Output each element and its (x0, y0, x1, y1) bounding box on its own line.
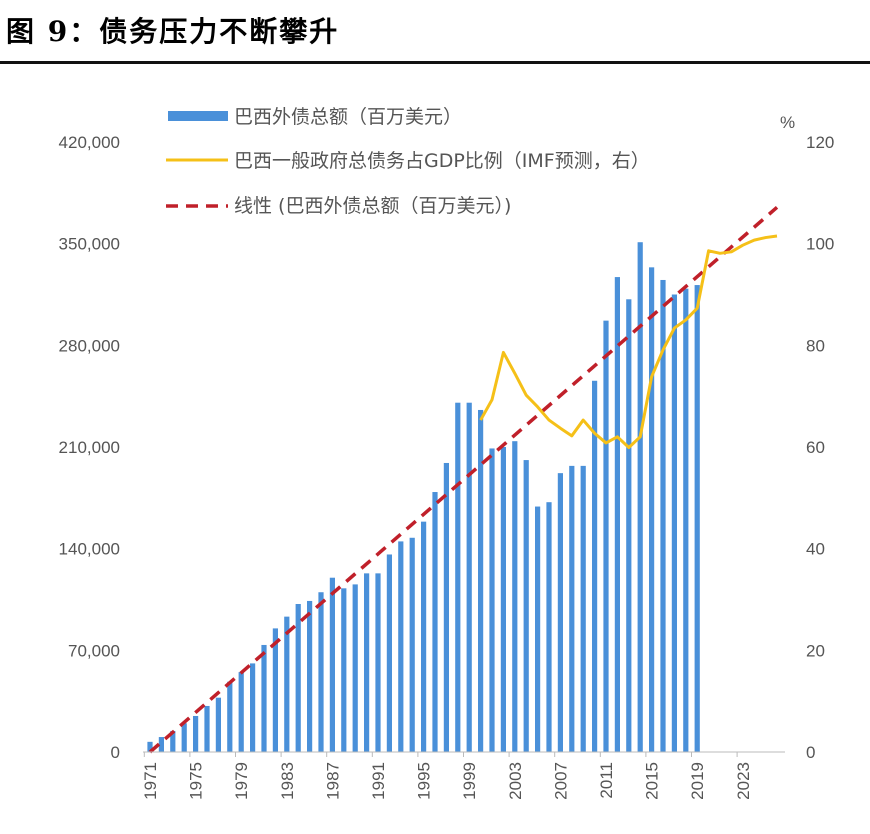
bar-1986 (318, 592, 324, 752)
bar-2003 (512, 441, 518, 752)
right-tick-label: 80 (806, 336, 825, 355)
x-tick-label: 2003 (506, 762, 525, 800)
legend: 巴西外债总额（百万美元） 巴西一般政府总债务占GDP比例（IMF预测，右） 线性… (166, 106, 650, 217)
legend-label-bar: 巴西外债总额（百万美元） (234, 106, 462, 128)
legend-label-trend: 线性 (巴西外债总额（百万美元）) (234, 195, 511, 217)
bar-1973 (170, 730, 176, 752)
bar-1999 (466, 402, 472, 752)
x-tick-label: 1999 (460, 762, 479, 800)
bar-1992 (386, 554, 392, 752)
bar-1984 (295, 604, 301, 752)
bar-1982 (272, 628, 278, 752)
bar-1972 (158, 737, 164, 752)
bar-2011 (603, 320, 609, 752)
bar-2015 (649, 267, 655, 752)
bar-2007 (557, 473, 563, 752)
bar-1995 (421, 521, 427, 752)
left-tick-label: 420,000 (59, 133, 120, 152)
bar-1975 (193, 715, 199, 752)
trendline (148, 206, 779, 754)
bar-2019 (694, 285, 700, 752)
right-tick-label: 0 (806, 743, 815, 762)
bar-1997 (443, 462, 449, 752)
bar-1983 (284, 616, 290, 752)
x-tick-label: 1987 (323, 762, 342, 800)
x-tick-label: 1995 (415, 762, 434, 800)
right-tick-label: 120 (806, 133, 834, 152)
bar-2008 (569, 465, 575, 752)
bar-2000 (478, 409, 484, 752)
bar-1996 (432, 492, 438, 752)
right-tick-label: 100 (806, 235, 834, 254)
bar-1974 (181, 723, 187, 752)
bar-1979 (238, 672, 244, 752)
right-tick-label: 20 (806, 641, 825, 660)
bar-1990 (364, 573, 370, 752)
bar-2013 (626, 299, 632, 752)
bar-2010 (592, 380, 598, 752)
bar-1981 (261, 644, 267, 752)
bar-1971 (147, 741, 153, 752)
bar-1976 (204, 705, 210, 752)
x-tick-label: 2023 (734, 762, 753, 800)
x-tick-label: 1971 (141, 762, 160, 800)
x-tick-label: 2011 (597, 762, 616, 799)
bar-1987 (329, 577, 335, 752)
bar-2005 (535, 506, 541, 752)
figure-title: 图 9：债务压力不断攀升 (6, 15, 340, 48)
x-tick-label: 2015 (643, 762, 662, 800)
bar-1994 (409, 537, 415, 752)
bar-2009 (580, 465, 586, 752)
bar-2017 (671, 294, 677, 752)
x-tick-label: 2019 (688, 762, 707, 800)
legend-swatch-bar (168, 111, 228, 121)
debt-gdp-line (479, 234, 778, 450)
bar-2004 (523, 460, 529, 752)
left-tick-label: 280,000 (59, 336, 120, 355)
bar-1980 (250, 663, 256, 752)
x-tick-label: 1991 (369, 762, 388, 800)
left-tick-label: 350,000 (59, 235, 120, 254)
x-tick-label: 2007 (551, 762, 570, 800)
x-tick-label: 1979 (232, 762, 251, 800)
right-axis-unit: % (780, 113, 795, 132)
bar-1978 (227, 681, 233, 752)
bar-2006 (546, 502, 552, 752)
left-tick-label: 140,000 (59, 540, 120, 559)
bar-1998 (455, 402, 461, 752)
x-tick-label: 1975 (187, 762, 206, 800)
right-tick-label: 60 (806, 438, 825, 457)
title-divider (0, 61, 870, 64)
bar-2014 (637, 242, 643, 752)
left-tick-label: 70,000 (68, 641, 120, 660)
bar-1977 (215, 697, 221, 752)
bar-1991 (375, 573, 381, 752)
legend-label-line: 巴西一般政府总债务占GDP比例（IMF预测，右） (234, 150, 650, 172)
bar-2016 (660, 279, 666, 752)
bar-1985 (307, 600, 313, 752)
bar-1993 (398, 541, 404, 752)
left-tick-label: 0 (111, 743, 120, 762)
x-tick-label: 1983 (278, 762, 297, 800)
bar-2012 (614, 277, 620, 752)
right-tick-label: 40 (806, 540, 825, 559)
bar-2002 (500, 447, 506, 752)
bar-2018 (683, 288, 689, 752)
bar-1989 (352, 584, 358, 752)
bar-2001 (489, 448, 495, 752)
left-tick-label: 210,000 (59, 438, 120, 457)
bar-1988 (341, 588, 347, 752)
